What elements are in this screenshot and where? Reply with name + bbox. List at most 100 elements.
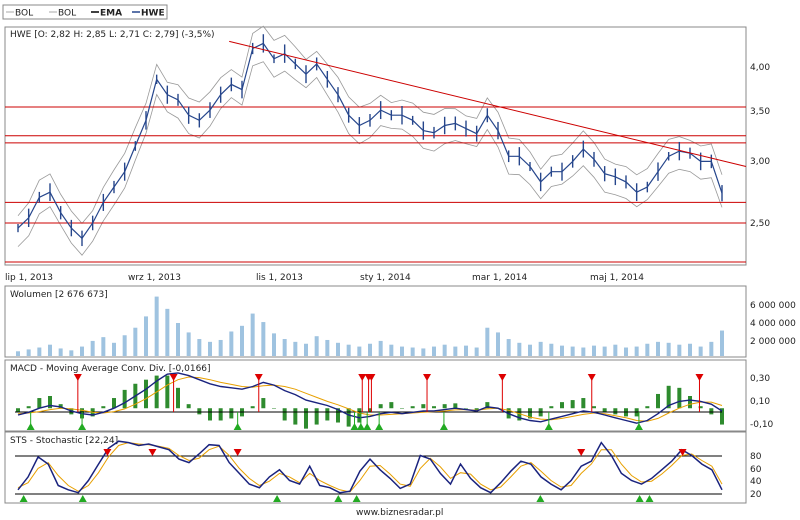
macd-buy-marker	[233, 423, 242, 430]
macd-sell-marker	[498, 374, 507, 381]
volume-bar	[229, 331, 234, 356]
macd-histogram-bar	[400, 408, 404, 409]
legend-label-bol-1: BOL	[15, 9, 33, 19]
volume-bar	[357, 346, 362, 356]
volume-bar	[634, 346, 639, 356]
stochastic-lines	[17, 440, 723, 494]
macd-sell-marker	[73, 374, 82, 381]
volume-bar	[69, 350, 74, 356]
macd-histogram-bar	[186, 404, 191, 409]
volume-bar	[538, 341, 543, 356]
macd-histogram-bar	[378, 404, 383, 409]
macd-histogram-bar	[144, 379, 148, 409]
stochastic-buy-marker	[19, 495, 28, 502]
macd-histogram-bar	[410, 406, 415, 409]
macd-histogram-bar	[272, 408, 276, 409]
volume-bar	[133, 327, 138, 356]
macd-buy-marker	[26, 423, 35, 430]
volume-bar	[26, 349, 31, 356]
price-y-tick-350: 3,50	[750, 107, 770, 117]
legend-label-hwe: HWE	[141, 9, 165, 19]
volume-bar	[432, 346, 436, 356]
macd-histogram-bar	[208, 408, 212, 421]
sts-y-tick-40: 40	[750, 477, 762, 487]
macd-histogram-bar	[261, 398, 266, 409]
volume-bar	[602, 346, 607, 356]
volume-bar	[261, 322, 266, 356]
volume-bar	[613, 344, 618, 356]
macd-histogram-bar	[528, 408, 532, 419]
macd-histogram-bar	[720, 408, 724, 425]
macd-histogram-bar	[48, 396, 52, 409]
volume-bar	[208, 341, 212, 356]
volume-bar	[37, 347, 42, 356]
stochastic-k-line	[17, 440, 723, 494]
volume-bar	[112, 342, 116, 356]
macd-histogram-bar	[688, 396, 692, 409]
macd-histogram-bar	[485, 402, 490, 409]
volume-bar	[154, 296, 159, 356]
macd-histogram-bar	[677, 387, 682, 409]
footer-source-text[interactable]: www.biznesradar.pl	[356, 508, 443, 518]
macd-sell-marker	[367, 374, 376, 381]
price-y-tick-250: 2,50	[750, 219, 770, 229]
volume-bar	[378, 340, 383, 356]
volume-bar	[282, 339, 287, 356]
volume-bar	[453, 346, 458, 356]
volume-bar	[666, 342, 671, 356]
bollinger-bands	[17, 25, 723, 256]
macd-signal-markers	[26, 374, 704, 430]
macd-histogram-bar	[592, 406, 596, 409]
macd-histogram-bar	[357, 408, 362, 423]
macd-histogram-bar	[26, 406, 31, 409]
volume-bar	[240, 325, 244, 356]
price-y-tick-300: 3,00	[750, 157, 770, 167]
macd-histogram-bar	[464, 408, 468, 409]
volume-bar	[336, 342, 340, 356]
stochastic-d-line	[17, 442, 723, 493]
macd-histogram-bar	[218, 408, 223, 421]
volume-y-tick-2m: 2 000 000	[750, 337, 796, 347]
macd-signal-line	[17, 376, 723, 422]
macd-buy-marker	[634, 423, 643, 430]
macd-histogram-bar	[645, 406, 650, 409]
volume-bar	[528, 344, 532, 356]
stochastic-sell-marker	[103, 449, 112, 456]
price-series	[17, 34, 723, 247]
macd-histogram-bar	[698, 406, 703, 409]
price-y-tick-400: 4,00	[750, 63, 770, 73]
macd-histogram-bar	[368, 408, 372, 413]
bollinger-upper-band	[17, 25, 723, 225]
macd-histogram-bar	[336, 408, 340, 423]
x-tick-wrz-2013: wrz 1, 2013	[128, 273, 181, 283]
volume-bar	[314, 336, 319, 356]
macd-histogram-bar	[346, 408, 351, 427]
macd-histogram-bar	[314, 408, 319, 425]
volume-bar	[250, 313, 255, 356]
volume-bars	[16, 296, 724, 356]
stochastic-buy-marker	[352, 495, 361, 502]
stochastic-sell-marker	[148, 449, 157, 456]
macd-histogram-bar	[656, 393, 660, 409]
volume-bar	[656, 341, 660, 356]
price-panel-frame	[4, 26, 747, 266]
stochastic-buy-marker	[273, 495, 282, 502]
macd-histogram-bar	[613, 408, 618, 415]
macd-sell-marker	[695, 374, 704, 381]
volume-bar	[400, 346, 404, 356]
macd-histogram-bar	[176, 387, 180, 409]
sts-y-tick-20: 20	[750, 490, 762, 500]
macd-histogram-bar	[122, 389, 127, 409]
x-axis: lip 1, 2013 wrz 1, 2013 lis 1, 2013 sty …	[5, 273, 644, 283]
volume-bar	[506, 339, 511, 356]
trendline	[229, 40, 747, 168]
macd-histogram-bar	[165, 375, 170, 409]
volume-bar	[186, 332, 191, 356]
legend-label-bol-2: BOL	[58, 9, 76, 19]
macd-histogram-bar	[304, 408, 308, 429]
macd-histogram-bar	[37, 398, 42, 409]
volume-bar	[80, 346, 84, 356]
volume-bar	[517, 342, 522, 356]
macd-histogram-bar	[560, 402, 564, 409]
volume-bar	[645, 343, 650, 356]
